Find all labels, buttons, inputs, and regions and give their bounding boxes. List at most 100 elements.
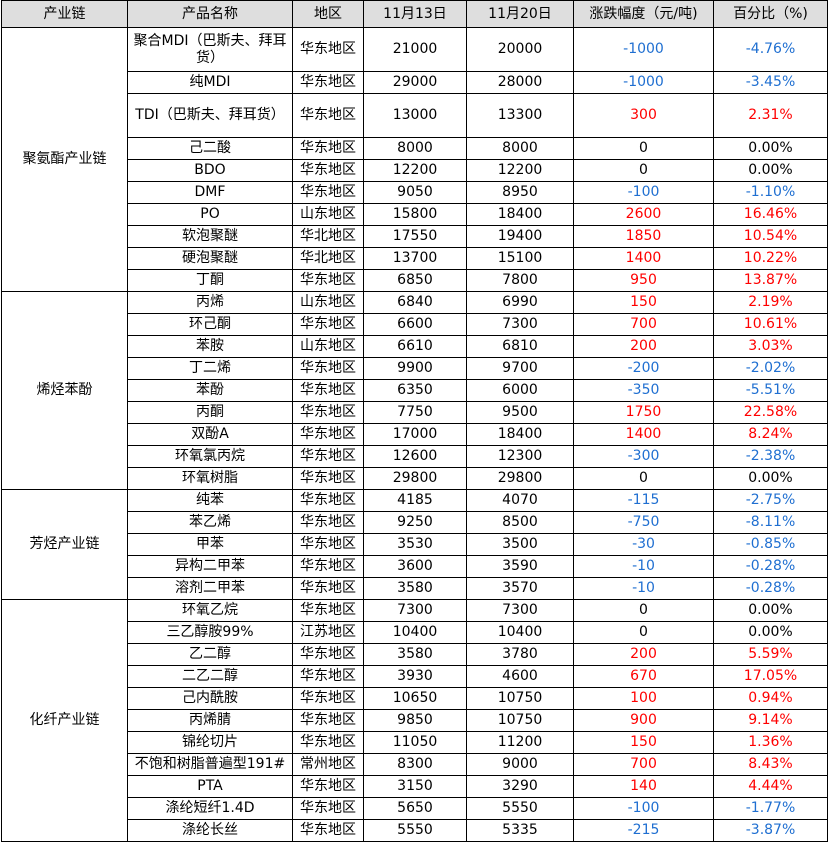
table-row: 丙烯腈 华东地区 9850 10750 900 9.14% [2,709,828,732]
region: 华东地区 [292,687,364,710]
price-change: -350 [573,379,714,402]
price-change: 100 [573,687,714,710]
region: 华东地区 [292,357,364,380]
price-nov20: 7300 [466,599,574,622]
product-name: 乙二醇 [127,643,293,666]
price-nov13: 3930 [363,665,467,688]
price-nov20: 7800 [466,269,574,292]
percent-change: 9.14% [713,709,828,732]
price-nov20: 4600 [466,665,574,688]
price-nov20: 5335 [466,819,574,842]
header-percent: 百分比（%) [713,0,828,28]
product-name: 苯胺 [127,335,293,358]
price-nov13: 9850 [363,709,467,732]
region: 华东地区 [292,599,364,622]
percent-change: -2.02% [713,357,828,380]
product-name: 三乙醇胺99% [127,621,293,644]
table-row: 烯烃苯酚 丙烯 山东地区 6840 6990 150 2.19% [1,291,828,490]
price-nov20: 11200 [466,731,574,754]
price-nov13: 8000 [363,137,467,160]
product-name: 锦纶切片 [127,731,293,754]
price-nov13: 17550 [363,225,467,248]
table-row: 环己酮 华东地区 6600 7300 700 10.61% [2,313,828,336]
price-nov13: 13700 [363,247,467,270]
percent-change: 0.00% [713,621,828,644]
price-change: -30 [573,533,714,556]
percent-change: 3.03% [713,335,828,358]
table-row: 丁酮 华东地区 6850 7800 950 13.87% [2,269,828,292]
table-row: 化纤产业链 环氧乙烷 华东地区 7300 7300 0 0.00% [1,599,828,842]
price-nov13: 6600 [363,313,467,336]
price-nov20: 28000 [466,71,574,94]
product-name: 丁酮 [127,269,293,292]
price-change: 0 [573,159,714,182]
product-name: 不饱和树脂普遍型191# [127,753,293,776]
price-nov20: 18400 [466,203,574,226]
price-change: 1400 [573,247,714,270]
price-nov13: 7300 [363,599,467,622]
price-nov13: 9250 [363,511,467,534]
percent-change: 8.24% [713,423,828,446]
percent-change: -2.38% [713,445,828,468]
product-name: 纯苯 [127,489,293,512]
region: 华东地区 [292,709,364,732]
table-row: 三乙醇胺99% 江苏地区 10400 10400 0 0.00% [2,621,828,644]
price-nov13: 3580 [363,577,467,600]
product-name: BDO [127,159,293,182]
price-nov20: 7300 [466,313,574,336]
price-change: 0 [573,599,714,622]
product-name: DMF [127,181,293,204]
percent-change: 10.22% [713,247,828,270]
price-nov20: 19400 [466,225,574,248]
percent-change: -5.51% [713,379,828,402]
price-nov13: 13000 [363,93,467,138]
price-nov13: 10650 [363,687,467,710]
price-nov20: 5550 [466,797,574,820]
price-change: 700 [573,753,714,776]
price-nov13: 17000 [363,423,467,446]
table-row: 环氧树脂 华东地区 29800 29800 0 0.00% [2,467,828,490]
percent-change: -1.10% [713,181,828,204]
price-change: -10 [573,555,714,578]
percent-change: 10.61% [713,313,828,336]
table-row: BDO 华东地区 12200 12200 0 0.00% [2,159,828,182]
price-change: -1000 [573,27,714,72]
table-row: 丙酮 华东地区 7750 9500 1750 22.58% [2,401,828,424]
region: 华东地区 [292,93,364,138]
table-row: 聚氨酯产业链 聚合MDI（巴斯夫、拜耳货） 华东地区 21000 20000 -1000-… [1,27,828,292]
percent-change: -2.75% [713,489,828,512]
product-name: 环氧树脂 [127,467,293,490]
product-name: 溶剂二甲苯 [127,577,293,600]
header-date-nov13: 11月13日 [363,0,467,28]
chain-group-label: 芳烃产业链 [1,489,128,600]
price-nov20: 6810 [466,335,574,358]
product-name: PTA [127,775,293,798]
price-change: 0 [573,621,714,644]
price-nov20: 18400 [466,423,574,446]
percent-change: 5.59% [713,643,828,666]
product-name: TDI（巴斯夫、拜耳货） [127,93,293,138]
product-name: 丙烯 [127,291,293,314]
table-row: PO 山东地区 15800 18400 2600 16.46% [2,203,828,226]
table-row: 二乙二醇 华东地区 3930 4600 670 17.05% [2,665,828,688]
product-name: 纯MDI [127,71,293,94]
price-nov20: 6990 [466,291,574,314]
percent-change: -8.11% [713,511,828,534]
percent-change: 0.94% [713,687,828,710]
price-change: 300 [573,93,714,138]
region: 华东地区 [292,577,364,600]
region: 华东地区 [292,181,364,204]
price-nov13: 9050 [363,181,467,204]
price-nov20: 9500 [466,401,574,424]
product-name: 软泡聚醚 [127,225,293,248]
product-name: 甲苯 [127,533,293,556]
price-nov20: 8950 [466,181,574,204]
percent-change: 17.05% [713,665,828,688]
region: 山东地区 [292,203,364,226]
region: 华东地区 [292,445,364,468]
price-nov13: 3150 [363,775,467,798]
region: 华东地区 [292,401,364,424]
table-row: TDI（巴斯夫、拜耳货） 华东地区 13000 13300 300 2.31% [2,93,828,138]
price-change: 150 [573,291,714,314]
price-nov13: 10400 [363,621,467,644]
